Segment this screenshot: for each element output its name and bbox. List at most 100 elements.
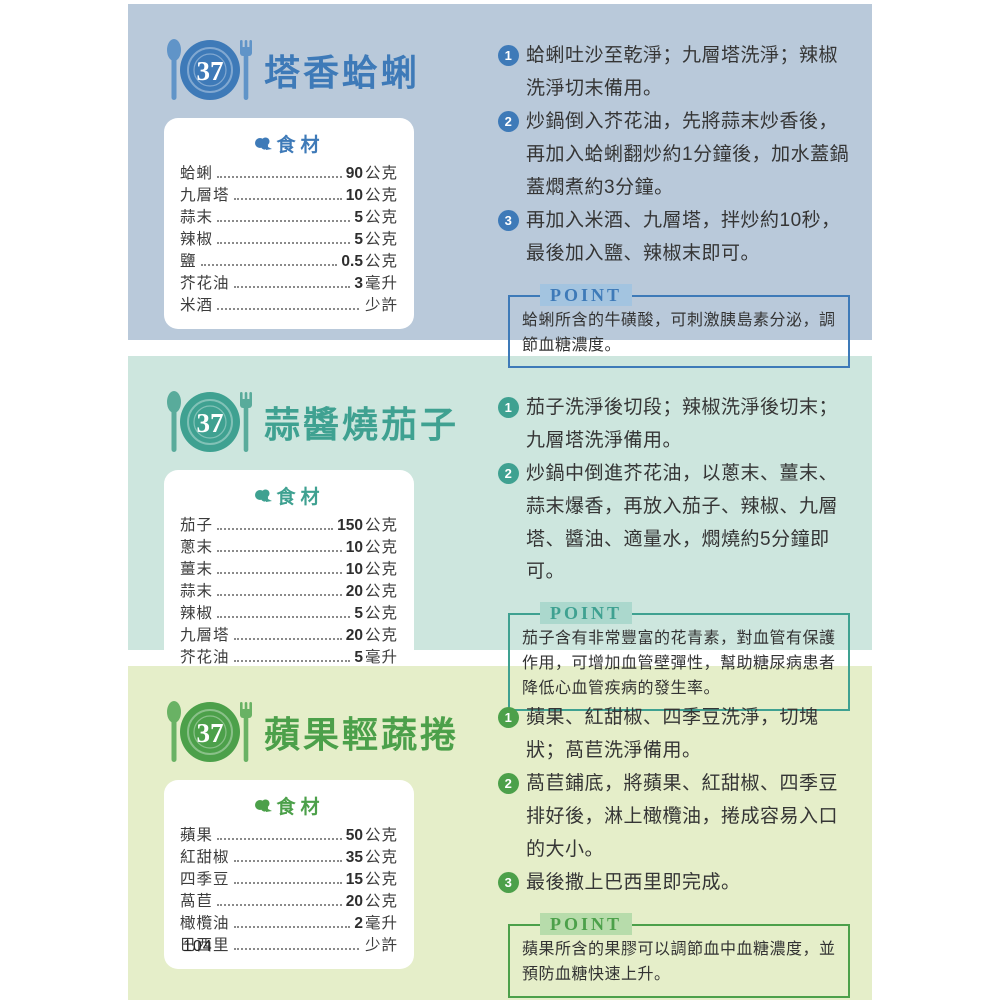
ingredient-unit: 公克 (364, 539, 398, 556)
recipe-card: 37 蘋果輕蔬捲 食材 (128, 666, 872, 1000)
ingredient-row: 芥花油 3 毫升 (180, 273, 398, 295)
ingredient-amount: 20 (345, 893, 363, 910)
plate-badge-icon: 37 (164, 390, 256, 454)
recipe-step: 1 茄子洗淨後切段；辣椒洗淨後切末；九層塔洗淨備用。 (498, 392, 850, 457)
ingredients-header: 食材 (180, 792, 398, 819)
dotted-leader (217, 594, 342, 596)
ingredients-title: 食材 (276, 487, 325, 508)
food-icon (253, 136, 276, 152)
ingredient-unit: 公克 (364, 561, 398, 578)
step-text: 炒鍋倒入芥花油，先將蒜末炒香後，再加入蛤蜊翻炒約1分鐘後，加水蓋鍋蓋燜煮約3分鐘… (526, 111, 850, 198)
steps-list: 1 茄子洗淨後切段；辣椒洗淨後切末；九層塔洗淨備用。 2 炒鍋中倒進芥花油，以蔥… (498, 392, 850, 589)
ingredient-row: 鹽 0.5 公克 (180, 251, 398, 273)
step-text: 蘋果、紅甜椒、四季豆洗淨，切塊狀；萵苣洗淨備用。 (526, 707, 819, 761)
recipe-title: 蒜醬燒茄子 (264, 404, 460, 445)
recipe-step: 3 再加入米酒、九層塔，拌炒約10秒，最後加入鹽、辣椒末即可。 (498, 205, 850, 270)
ingredient-unit: 公克 (364, 893, 398, 910)
card-left-column: 37 蒜醬燒茄子 食材 (164, 390, 464, 703)
card-right-column: 1 蘋果、紅甜椒、四季豆洗淨，切塊狀；萵苣洗淨備用。 2 萵苣鋪底，將蘋果、紅甜… (464, 700, 850, 998)
ingredient-row: 紅甜椒 35 公克 (180, 847, 398, 869)
dotted-leader (217, 550, 342, 552)
step-number-badge: 2 (498, 773, 519, 795)
ingredient-unit: 毫升 (364, 649, 398, 666)
point-label: POINT (540, 913, 633, 936)
step-number-badge: 3 (498, 872, 519, 894)
recipe-step: 2 炒鍋倒入芥花油，先將蒜末炒香後，再加入蛤蜊翻炒約1分鐘後，加水蓋鍋蓋燜煮約3… (498, 106, 850, 204)
recipe-title: 蘋果輕蔬捲 (264, 714, 460, 755)
step-text: 炒鍋中倒進芥花油，以蔥末、薑末、蒜末爆香，再放入茄子、辣椒、九層塔、醬油、適量水… (526, 463, 839, 583)
point-text: 蘋果所含的果膠可以調節血中血糖濃度，並預防血糖快速上升。 (522, 941, 836, 983)
ingredient-amount: 3 (354, 275, 363, 292)
ingredient-row: 辣椒 5 公克 (180, 229, 398, 251)
point-box: POINT 蘋果所含的果膠可以調節血中血糖濃度，並預防血糖快速上升。 (508, 913, 850, 998)
ingredient-unit: 公克 (364, 871, 398, 888)
recipe-step: 2 炒鍋中倒進芥花油，以蔥末、薑末、蒜末爆香，再放入茄子、辣椒、九層塔、醬油、適… (498, 458, 850, 589)
ingredient-row: 薑末 10 公克 (180, 559, 398, 581)
step-text: 萵苣鋪底，將蘋果、紅甜椒、四季豆排好後，淋上橄欖油，捲成容易入口的大小。 (526, 773, 839, 860)
dotted-leader (217, 838, 342, 840)
ingredient-row: 蒜末 5 公克 (180, 207, 398, 229)
ingredient-unit: 少許 (364, 937, 398, 954)
plate-badge-icon: 37 (164, 700, 256, 764)
ingredient-row: 蛤蜊 90 公克 (180, 163, 398, 185)
dotted-leader (233, 286, 351, 288)
badge-number: 37 (197, 718, 224, 748)
steps-list: 1 蛤蜊吐沙至乾淨；九層塔洗淨；辣椒洗淨切末備用。 2 炒鍋倒入芥花油，先將蒜末… (498, 40, 850, 271)
step-number-badge: 3 (498, 210, 519, 232)
point-label: POINT (540, 602, 633, 625)
ingredient-unit: 公克 (364, 209, 398, 226)
title-row: 37 塔香蛤蜊 (164, 38, 464, 102)
ingredient-unit: 少許 (364, 297, 398, 314)
ingredient-amount: 50 (345, 827, 363, 844)
ingredient-name: 鹽 (180, 253, 197, 270)
ingredients-panel: 食材 蘋果 50 公克 紅甜椒 35 公克 四季豆 15 公克 萵苣 20 公克… (164, 780, 414, 969)
ingredient-row: 芥花油 5 毫升 (180, 647, 398, 669)
dotted-leader (233, 926, 351, 928)
ingredient-row: 萵苣 20 公克 (180, 891, 398, 913)
recipe-step: 1 蛤蜊吐沙至乾淨；九層塔洗淨；辣椒洗淨切末備用。 (498, 40, 850, 105)
point-box: POINT 蛤蜊所含的牛磺酸，可刺激胰島素分泌，調節血糖濃度。 (508, 283, 850, 369)
ingredient-row: 蒜末 20 公克 (180, 581, 398, 603)
ingredient-name: 辣椒 (180, 231, 214, 248)
ingredient-unit: 毫升 (364, 275, 398, 292)
ingredient-name: 茄子 (180, 517, 214, 534)
dotted-leader (200, 264, 338, 266)
ingredient-amount: 5 (354, 231, 363, 248)
ingredient-name: 巴西里 (180, 937, 230, 954)
recipe-title: 塔香蛤蜊 (264, 52, 421, 93)
ingredients-title: 食材 (276, 797, 325, 818)
dotted-leader (217, 572, 342, 574)
recipe-step: 3 最後撒上巴西里即完成。 (498, 867, 850, 900)
ingredients-list: 蘋果 50 公克 紅甜椒 35 公克 四季豆 15 公克 萵苣 20 公克 橄欖… (180, 825, 398, 957)
ingredient-name: 蒜末 (180, 209, 214, 226)
ingredient-name: 九層塔 (180, 627, 230, 644)
ingredient-amount: 15 (345, 871, 363, 888)
ingredients-list: 茄子 150 公克 蔥末 10 公克 薑末 10 公克 蒜末 20 公克 辣椒 … (180, 515, 398, 691)
ingredient-row: 茄子 150 公克 (180, 515, 398, 537)
ingredients-title: 食材 (276, 135, 325, 156)
ingredient-unit: 毫升 (364, 915, 398, 932)
dotted-leader (233, 198, 342, 200)
ingredient-name: 橄欖油 (180, 915, 230, 932)
ingredient-amount: 5 (354, 605, 363, 622)
card-left-column: 37 塔香蛤蜊 食材 (164, 38, 464, 329)
step-number-badge: 2 (498, 463, 519, 485)
ingredient-amount: 5 (354, 209, 363, 226)
point-label: POINT (540, 283, 633, 306)
ingredient-amount: 10 (345, 561, 363, 578)
point-text: 蛤蜊所含的牛磺酸，可刺激胰島素分泌，調節血糖濃度。 (522, 311, 836, 354)
step-text: 蛤蜊吐沙至乾淨；九層塔洗淨；辣椒洗淨切末備用。 (526, 45, 839, 99)
ingredient-amount: 0.5 (341, 253, 363, 270)
point-text: 茄子含有非常豐富的花青素，對血管有保護作用，可增加血管壁彈性，幫助糖尿病患者降低… (522, 630, 836, 697)
ingredient-unit: 公克 (364, 827, 398, 844)
ingredient-unit: 公克 (364, 583, 398, 600)
step-number-badge: 1 (498, 45, 519, 66)
ingredient-row: 巴西里 少許 (180, 935, 398, 957)
step-number-badge: 1 (498, 397, 519, 418)
ingredient-name: 蒜末 (180, 583, 214, 600)
ingredients-list: 蛤蜊 90 公克 九層塔 10 公克 蒜末 5 公克 辣椒 5 公克 鹽 0.5… (180, 163, 398, 317)
ingredient-name: 蔥末 (180, 539, 214, 556)
ingredients-header: 食材 (180, 482, 398, 509)
ingredient-amount: 5 (354, 649, 363, 666)
